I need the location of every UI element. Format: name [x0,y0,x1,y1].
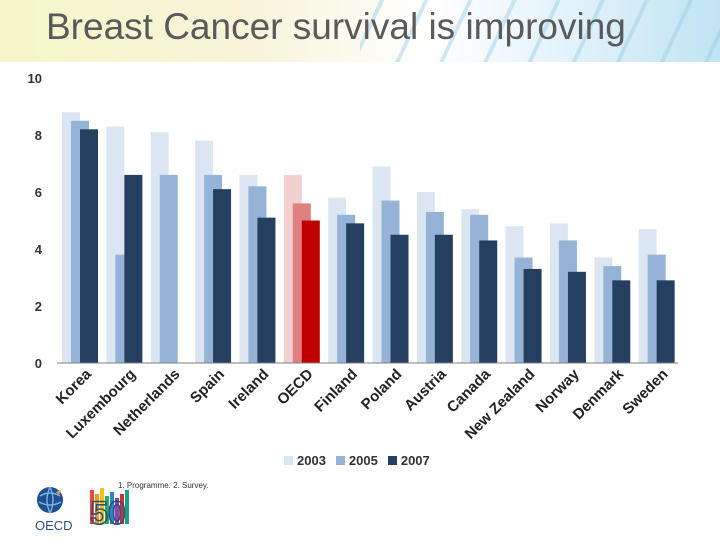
bar-luxembourg-2007 [124,174,143,363]
y-tick-label: 0 [35,356,42,371]
legend-swatch-2007 [387,455,397,465]
legend-label-2005: 2005 [348,452,378,468]
bar-ireland-2007 [257,217,276,363]
legend-label-2003: 2003 [297,452,326,468]
globe-icon [37,487,63,513]
bar-denmark-2007 [612,280,631,363]
x-tick-label: Poland [358,366,405,413]
logo-color-blocks [90,488,129,524]
bar-korea-2007 [80,129,98,363]
legend-swatch-2005 [335,455,345,465]
x-tick-label: Finland [311,366,361,416]
x-tick-label: Spain [187,366,228,407]
x-tick-label: Sweden [619,366,671,418]
bar-poland-2007 [390,234,409,363]
title-banner: Breast Cancer survival is improving [0,0,720,62]
legend-label-2007: 2007 [400,452,430,468]
x-tick-label: Korea [53,365,96,408]
y-tick-label: 2 [35,299,42,314]
y-tick-label: 6 [35,185,42,200]
chart-legend: 2003 2005 2007 [284,452,430,468]
banner-decoration [360,0,720,62]
bar-spain-2007 [213,189,232,363]
bar-canada-2007 [479,240,498,363]
bar-finland-2007 [346,223,365,363]
bar-new-zealand-2007 [523,268,542,363]
bar-netherlands-2005 [159,174,178,363]
x-tick-label: Austria [401,365,450,414]
bar-norway-2007 [567,271,586,363]
oecd-50-logo: 50 OECD [35,486,129,532]
bar-austria-2007 [434,234,453,363]
y-tick-label: 10 [28,71,42,86]
legend-item-2007: 2007 [387,452,430,468]
x-tick-label: OECD [274,366,317,409]
legend-item-2005: 2005 [335,452,378,468]
y-tick-label: 4 [35,242,43,257]
y-tick-label: 8 [35,128,42,143]
bar-sweden-2007 [656,280,675,363]
bar-oecd-2007 [301,220,320,363]
logo-text: OECD [35,518,73,532]
legend-swatch-2003 [284,455,293,465]
x-tick-label: Ireland [225,366,272,413]
slide-title: Breast Cancer survival is improving [46,6,626,47]
footnote: 1. Programme. 2. Survey. [118,481,209,490]
logo-number: 50 [90,495,126,531]
legend-item-2003: 2003 [284,453,326,468]
